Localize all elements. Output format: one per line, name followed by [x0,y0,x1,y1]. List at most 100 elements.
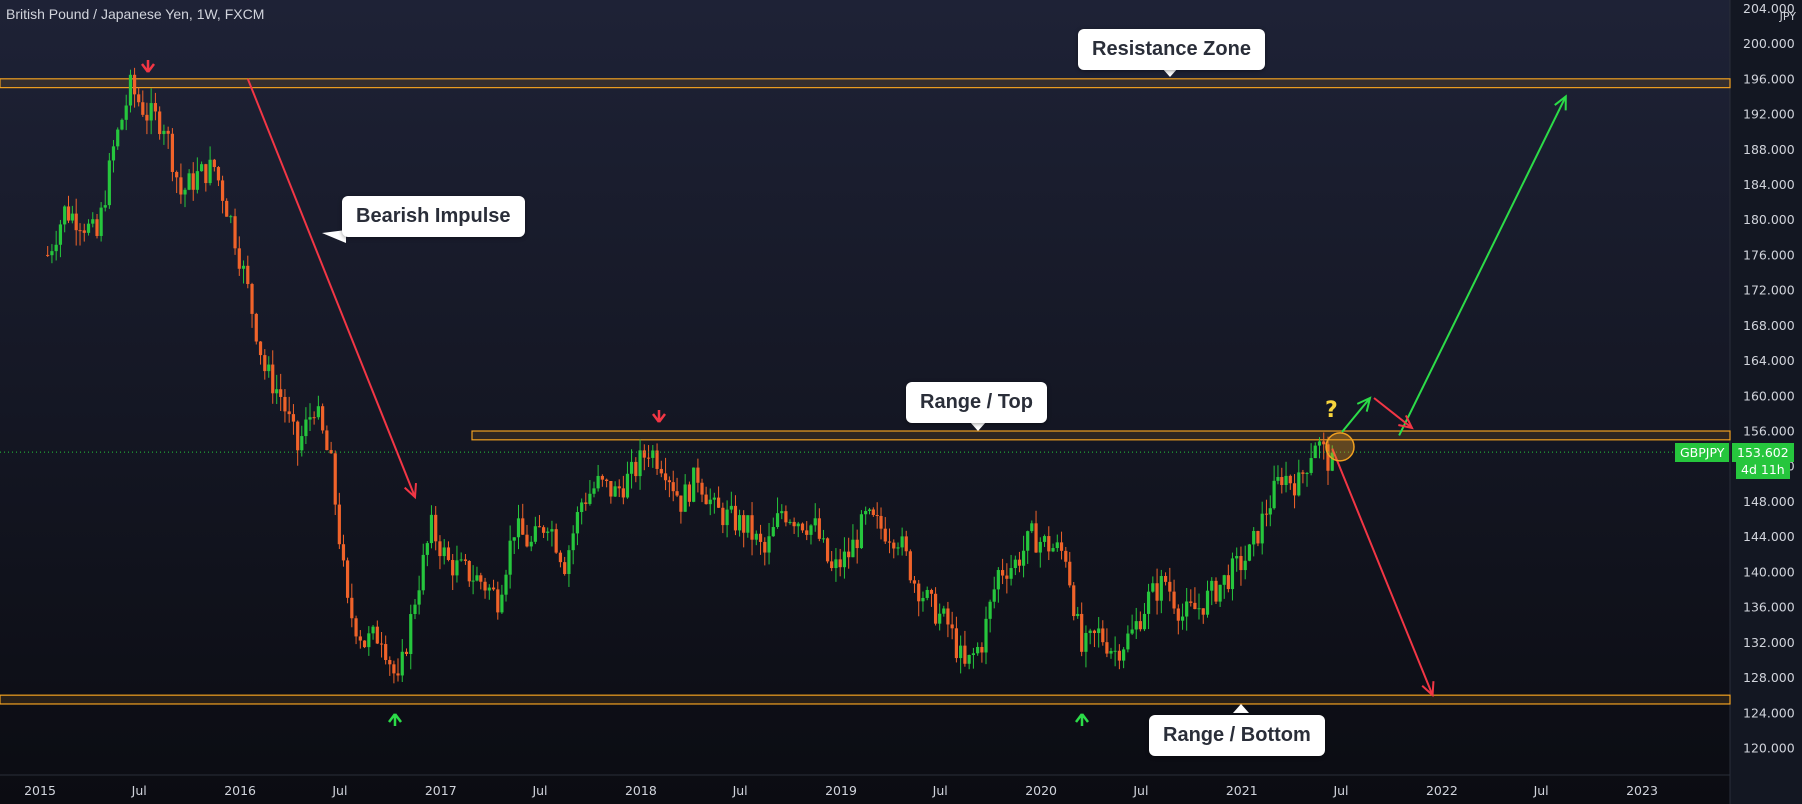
candle-body [1268,508,1272,515]
candles-layer [0,67,1730,684]
candle-body [563,562,567,575]
price-tick-label: 156.000 [1743,424,1795,439]
candle-body [149,103,153,121]
price-tick-label: 176.000 [1743,247,1795,262]
candle-body [1126,633,1130,650]
range-bottom-callout[interactable]: Range / Bottom [1149,715,1325,756]
price-tick-label: 120.000 [1743,741,1795,756]
candle-body [521,518,525,535]
candle-body [938,613,942,624]
candle-body [917,583,921,602]
symbol-badge[interactable]: GBPJPY [1675,443,1730,462]
candle-body [392,664,396,674]
candle-body [1189,601,1193,603]
candle-body [942,608,946,614]
candle-body [796,523,800,527]
candle-body [1218,584,1222,602]
candle-body [337,504,341,545]
candle-body [1205,590,1210,615]
candle-body [634,461,638,477]
candle-body [496,589,500,613]
pivot-low-marker [388,713,402,726]
resistance-zone-callout[interactable]: Resistance Zone [1078,29,1265,70]
candle-body [1076,613,1080,617]
candle-body [834,559,838,569]
candle-body [933,593,938,624]
price-tick-label: 140.000 [1743,564,1795,579]
candle-body [525,534,529,547]
candle-body [1142,613,1147,630]
candle-body [158,111,162,135]
candle-body [554,529,558,553]
callout-pointer [322,230,346,243]
candle-body [813,518,817,526]
candle-body [86,223,91,233]
price-tick-label: 172.000 [1743,283,1795,298]
candle-body [111,146,116,161]
candle-body [742,515,746,533]
bearish-impulse-callout[interactable]: Bearish Impulse [342,196,525,237]
candle-body [1064,550,1068,562]
candle-body [487,587,491,591]
candle-body [629,461,634,474]
candle-body [1072,585,1076,617]
candle-body [99,207,103,236]
symbol-title: British Pound / Japanese Yen, 1W, FXCM [6,6,265,22]
candle-body [279,389,283,397]
time-tick-label: Jul [1132,783,1148,798]
candle-body [638,450,642,477]
candle-body [291,414,296,422]
candle-body [646,457,651,459]
candle-body [1326,444,1330,471]
candle-body [74,213,78,231]
candle-body [1313,445,1317,459]
candle-body [954,628,959,659]
price-tick-label: 160.000 [1743,388,1795,403]
candle-body [425,543,429,555]
last-price-badge[interactable]: 153.602 [1732,443,1794,462]
candle-body [166,130,170,134]
candle-body [116,129,120,147]
candle-body [775,513,780,528]
candle-body [1080,613,1084,652]
candle-body [1092,630,1097,634]
candle-body [246,265,250,285]
candle-body [384,644,388,661]
price-tick-label: 200.000 [1743,36,1795,51]
candle-body [204,164,208,184]
candle-body [187,173,191,190]
candle-body [1247,544,1252,561]
callout-pointer [1233,704,1249,713]
time-tick-label: 2020 [1025,783,1057,798]
candle-body [241,265,246,269]
candle-body [976,646,980,654]
countdown-badge: 4d 11h [1736,460,1790,479]
candle-body [1210,580,1214,591]
candle-body [867,509,872,512]
candle-body [254,313,258,342]
candle-body [580,502,584,513]
candle-body [708,499,712,505]
candle-body [588,493,592,504]
range-top-callout[interactable]: Range / Top [906,382,1047,423]
candle-body [1297,472,1301,496]
arrow-small-down-head [1398,414,1414,430]
candle-body [479,575,483,582]
candle-body [1272,480,1276,509]
candle-body [946,608,950,625]
candle-body [996,570,1000,590]
candle-body [379,643,384,645]
time-tick-label: Jul [531,783,547,798]
arrow-breakout-up [1398,95,1567,436]
candle-body [1252,530,1256,545]
price-tick-label: 204.000 [1743,1,1795,16]
candle-body [950,624,954,629]
candle-body [1026,531,1030,551]
candle-body [1193,602,1197,610]
candle-body [908,551,912,581]
candle-body [362,640,367,648]
price-axis-background [1730,0,1802,804]
candle-body [1055,542,1059,549]
candle-body [275,389,279,394]
